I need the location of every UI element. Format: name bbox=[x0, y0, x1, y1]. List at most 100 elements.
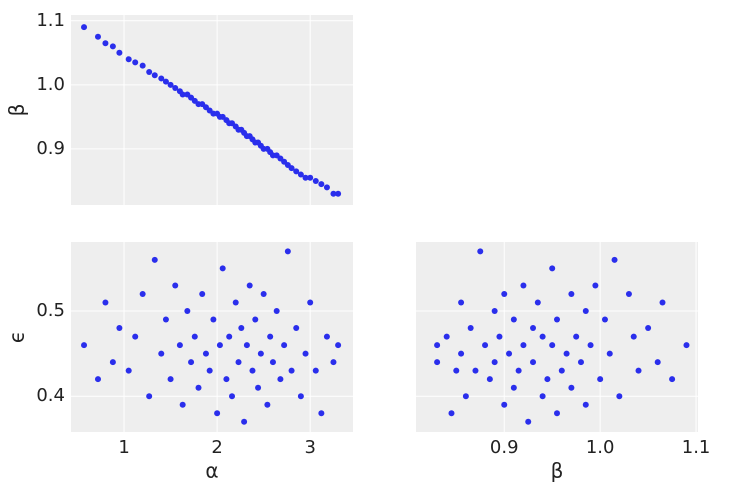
point bbox=[462, 393, 469, 400]
point bbox=[635, 367, 642, 374]
point bbox=[94, 33, 101, 40]
point bbox=[81, 342, 88, 349]
point bbox=[195, 384, 202, 391]
point bbox=[288, 367, 295, 374]
point bbox=[172, 282, 179, 289]
point bbox=[683, 342, 690, 349]
point bbox=[530, 325, 537, 332]
point bbox=[453, 367, 460, 374]
point bbox=[525, 418, 532, 425]
point bbox=[260, 290, 267, 297]
point bbox=[302, 350, 309, 357]
point bbox=[216, 342, 223, 349]
point bbox=[151, 72, 158, 79]
point bbox=[246, 282, 253, 289]
point bbox=[158, 350, 165, 357]
point bbox=[214, 410, 221, 417]
x-axis-label: β bbox=[551, 459, 564, 483]
x-tick-label: 2 bbox=[211, 437, 222, 458]
point bbox=[597, 376, 604, 383]
point bbox=[577, 359, 584, 366]
point bbox=[297, 393, 304, 400]
point bbox=[273, 308, 280, 315]
point bbox=[477, 248, 484, 255]
y-axis-label: ϵ bbox=[5, 331, 29, 343]
point bbox=[616, 393, 623, 400]
y-axis-label: β bbox=[5, 104, 29, 117]
point bbox=[151, 256, 158, 263]
plot-area bbox=[71, 242, 353, 432]
point bbox=[267, 333, 274, 340]
point bbox=[592, 282, 599, 289]
point bbox=[116, 325, 123, 332]
point bbox=[176, 342, 183, 349]
point bbox=[659, 299, 666, 306]
point bbox=[434, 359, 441, 366]
point bbox=[549, 265, 556, 272]
y-tick-label: 0.4 bbox=[36, 385, 65, 406]
point bbox=[102, 299, 109, 306]
point bbox=[116, 49, 123, 56]
point bbox=[491, 308, 498, 315]
point bbox=[188, 359, 195, 366]
point bbox=[448, 410, 455, 417]
point bbox=[568, 290, 575, 297]
point bbox=[458, 350, 465, 357]
point bbox=[601, 316, 608, 323]
point bbox=[625, 290, 632, 297]
point bbox=[318, 410, 325, 417]
point bbox=[302, 174, 309, 181]
point bbox=[318, 181, 325, 188]
point bbox=[255, 384, 262, 391]
point bbox=[312, 367, 319, 374]
point bbox=[544, 376, 551, 383]
x-tick-label: 0.9 bbox=[490, 437, 519, 458]
point bbox=[645, 325, 652, 332]
point bbox=[241, 418, 248, 425]
y-tick-label: 1.0 bbox=[36, 74, 65, 95]
point bbox=[232, 299, 239, 306]
x-axis-label: α bbox=[205, 459, 218, 483]
point bbox=[132, 333, 139, 340]
point bbox=[293, 325, 300, 332]
point bbox=[554, 316, 560, 323]
point bbox=[486, 376, 493, 383]
point bbox=[506, 350, 513, 357]
point bbox=[520, 342, 527, 349]
point bbox=[162, 316, 169, 323]
point bbox=[323, 333, 330, 340]
point bbox=[226, 333, 233, 340]
point bbox=[510, 316, 517, 323]
point bbox=[530, 359, 537, 366]
point bbox=[510, 384, 517, 391]
point bbox=[94, 376, 101, 383]
point bbox=[558, 367, 565, 374]
point bbox=[235, 359, 242, 366]
point bbox=[158, 75, 165, 82]
point bbox=[458, 299, 465, 306]
point bbox=[284, 248, 291, 255]
point bbox=[191, 333, 198, 340]
point bbox=[307, 299, 314, 306]
point bbox=[277, 376, 284, 383]
point bbox=[202, 350, 209, 357]
point bbox=[312, 177, 319, 184]
point bbox=[335, 190, 342, 197]
point bbox=[482, 342, 489, 349]
point bbox=[238, 325, 245, 332]
point bbox=[167, 81, 174, 88]
point bbox=[206, 367, 213, 374]
point bbox=[573, 333, 580, 340]
point bbox=[249, 367, 256, 374]
point bbox=[491, 359, 498, 366]
y-tick-label: 0.5 bbox=[36, 300, 65, 321]
point bbox=[434, 342, 441, 349]
point bbox=[568, 384, 575, 391]
x-tick-label: 1.1 bbox=[682, 437, 711, 458]
point bbox=[179, 91, 186, 98]
point bbox=[307, 174, 314, 181]
point bbox=[210, 316, 217, 323]
point bbox=[172, 85, 179, 92]
point bbox=[264, 401, 271, 408]
